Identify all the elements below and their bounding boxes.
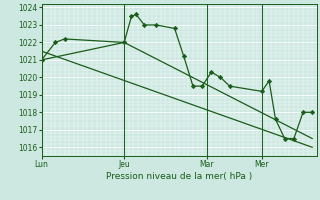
X-axis label: Pression niveau de la mer( hPa ): Pression niveau de la mer( hPa ) [106,172,252,181]
